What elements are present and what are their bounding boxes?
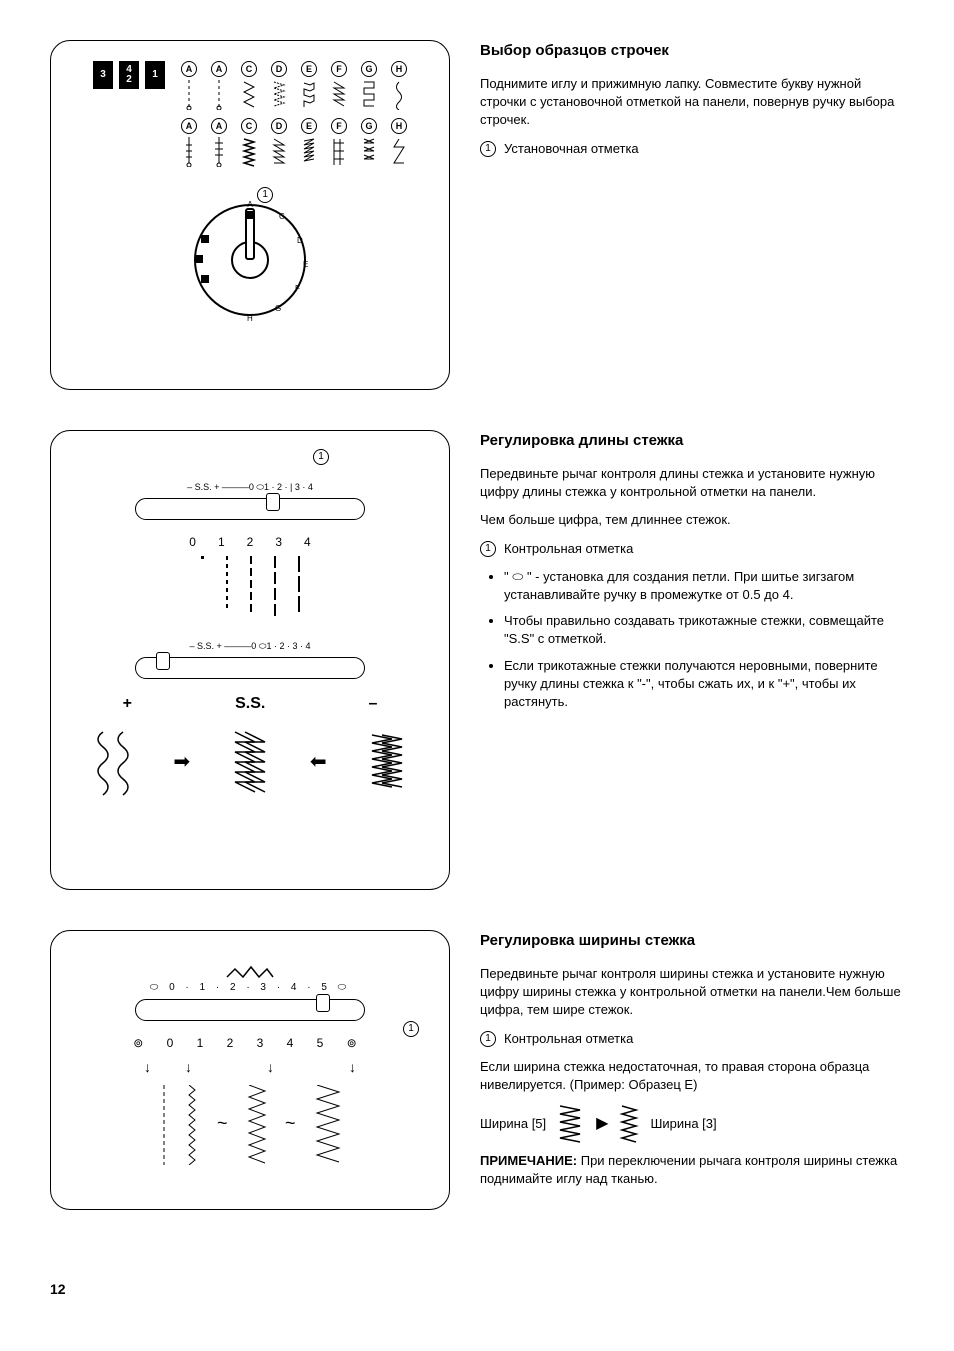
selector-knob-icon: A C D E F G H — [185, 195, 315, 325]
width-arrows: ↓↓↓↓↓↓ — [71, 1058, 429, 1078]
section3-note: ПРИМЕЧАНИЕ: При переключении рычага конт… — [480, 1152, 904, 1188]
width-1-icon — [185, 1085, 199, 1165]
section2-bullets: " ⬭ " - установка для создания петли. Пр… — [480, 568, 904, 711]
figure-stitch-selector: 3 42 1 A A C D E F G H — [50, 40, 450, 390]
svg-text:E: E — [303, 260, 308, 269]
figure-stitch-length: 1 – S.S. + ———0 ⬭1 · 2 · | 3 · 4 01234 –… — [50, 430, 450, 890]
stitch-zigzag-icon — [242, 80, 256, 110]
width-scale-bot: ⊚ 0 1 2 3 4 5 ⊚ — [71, 1035, 429, 1052]
callout-1-fig3: 1 — [403, 1021, 419, 1037]
width3-sample-icon — [618, 1104, 640, 1144]
bullet-2: Чтобы правильно создавать трикотажные ст… — [504, 612, 904, 648]
buttonhole-step-boxes: 3 42 1 — [93, 61, 165, 89]
arrow-right-icon: ➡ — [173, 748, 190, 776]
callout-text-1: Установочная отметка — [504, 140, 639, 158]
callout-text-3: Контрольная отметка — [504, 1030, 633, 1048]
width5-sample-icon — [556, 1104, 586, 1144]
stitch-length-preview — [71, 556, 429, 616]
svg-text:~: ~ — [285, 1113, 296, 1133]
section3-title: Регулировка ширины стежка — [480, 930, 904, 951]
stitch-letters-row-2: A A C D E F G H — [181, 118, 407, 167]
callout-marker-2: 1 — [480, 541, 496, 557]
width-wave-icon — [225, 965, 275, 981]
svg-text:G: G — [275, 304, 281, 313]
section-stitch-width: ⬭ 0 · 1 · 2 · 3 · 4 · 5 ⬭ 1 ⊚ 0 1 2 3 4 … — [50, 930, 904, 1210]
section3-para2: Если ширина стежка недостаточная, то пра… — [480, 1058, 904, 1094]
callout-1-fig2: 1 — [313, 449, 329, 465]
stitch-straight-icon — [182, 80, 196, 110]
width-example-row: Ширина [5] ▶ Ширина [3] — [480, 1104, 717, 1144]
section1-para1: Поднимите иглу и прижимную лапку. Совмес… — [480, 75, 904, 130]
length-scale-top: – S.S. + ———0 ⬭1 · 2 · | 3 · 4 — [71, 481, 429, 494]
width-0-icon — [159, 1085, 169, 1165]
width-lever-track — [135, 999, 365, 1021]
length-scale-bot: – S.S. + ———0 ⬭1 · 2 · 3 · 4 — [71, 640, 429, 653]
section-stitch-pattern: 3 42 1 A A C D E F G H — [50, 40, 904, 390]
width-lever-knob — [314, 994, 332, 1028]
section2-para2: Чем больше цифра, тем длиннее стежок. — [480, 511, 904, 529]
svg-text:D: D — [297, 236, 303, 245]
width3-label: Ширина [3] — [650, 1115, 716, 1133]
length-lever-track-1 — [135, 498, 365, 520]
width-tilde-1: ~ — [215, 1085, 231, 1165]
length-numbers: 01234 — [71, 534, 429, 551]
svg-text:H: H — [247, 314, 253, 323]
width-scale-top: ⬭ 0 · 1 · 2 · 3 · 4 · 5 ⬭ — [71, 981, 429, 995]
stitch-letters-row-1: A A C D E F G H — [181, 61, 407, 110]
arrow-right-small-icon: ▶ — [596, 1113, 608, 1135]
section2-para1: Передвиньте рычаг контроля длины стежка … — [480, 465, 904, 501]
callout-text-2: Контрольная отметка — [504, 540, 633, 558]
length-lever-knob — [264, 493, 282, 527]
arrow-left-icon: ⬅ — [310, 748, 327, 776]
letter-a: A — [181, 61, 197, 77]
box-4-2: 42 — [119, 61, 139, 89]
width-5-icon — [315, 1085, 341, 1165]
width-3-icon — [247, 1085, 267, 1165]
length-lever-knob-2 — [154, 652, 172, 686]
section3-para1: Передвиньте рычаг контроля ширины стежка… — [480, 965, 904, 1020]
svg-text:F: F — [295, 284, 300, 293]
section2-title: Регулировка длины стежка — [480, 430, 904, 451]
figure-stitch-width: ⬭ 0 · 1 · 2 · 3 · 4 · 5 ⬭ 1 ⊚ 0 1 2 3 4 … — [50, 930, 450, 1210]
ss-adjust-labels: + S.S. – — [71, 693, 429, 715]
stretch-loose-icon — [88, 727, 138, 797]
width5-label: Ширина [5] — [480, 1115, 546, 1133]
box-3: 3 — [93, 61, 113, 89]
ss-adjust-diagram: ➡ ⬅ — [71, 727, 429, 797]
note-label: ПРИМЕЧАНИЕ: — [480, 1153, 577, 1168]
stretch-tight-icon — [362, 727, 412, 797]
stretch-normal-icon — [225, 727, 275, 797]
section-stitch-length: 1 – S.S. + ———0 ⬭1 · 2 · | 3 · 4 01234 –… — [50, 430, 904, 890]
width-tilde-2: ~ — [283, 1085, 299, 1165]
section1-title: Выбор образцов строчек — [480, 40, 904, 61]
bullet-3: Если трикотажные стежки получаются неров… — [504, 657, 904, 712]
box-1: 1 — [145, 61, 165, 89]
svg-text:A: A — [247, 200, 253, 209]
bullet-1: " ⬭ " - установка для создания петли. Пр… — [504, 568, 904, 604]
svg-text:~: ~ — [217, 1113, 228, 1133]
callout-marker-1: 1 — [480, 141, 496, 157]
length-lever-track-2 — [135, 657, 365, 679]
width-preview-row: ~ ~ — [71, 1085, 429, 1165]
callout-marker-3: 1 — [480, 1031, 496, 1047]
page-number: 12 — [50, 1280, 904, 1300]
svg-text:C: C — [279, 212, 285, 221]
